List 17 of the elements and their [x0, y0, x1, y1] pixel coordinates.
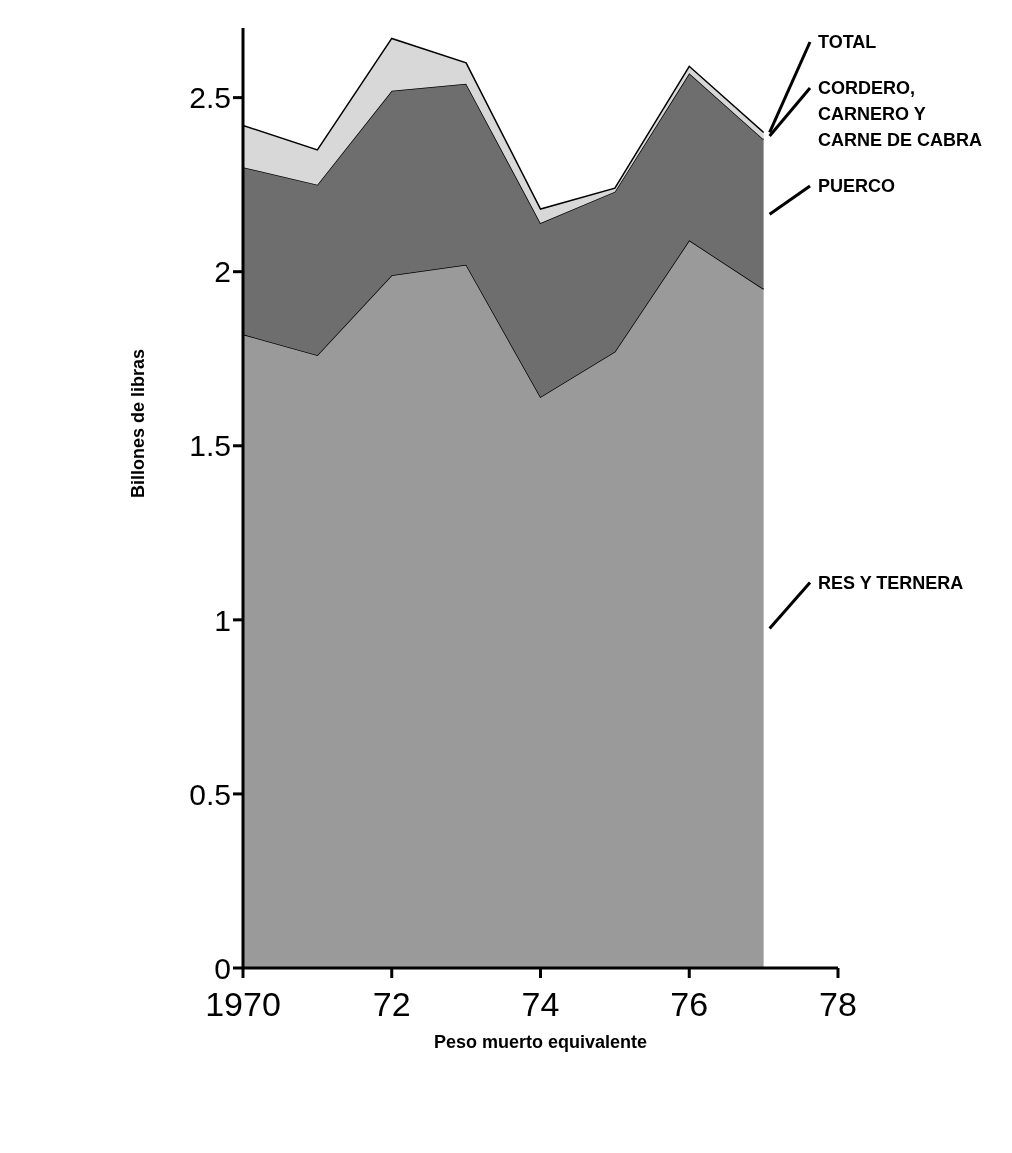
- x-axis-title: Peso muerto equivalente: [433, 1032, 648, 1052]
- y-tick-label: 1: [214, 603, 231, 637]
- text: CORDERO, CARNERO Y CARNE DE CABRA: [818, 78, 983, 150]
- y-tick-label: 0.5: [189, 777, 231, 811]
- text: RES Y TERNERA: [818, 572, 964, 593]
- y-tick-label: 2: [214, 255, 231, 289]
- annotation: TOTAL: [818, 32, 877, 52]
- x-tick-label: 72: [372, 985, 411, 1024]
- text: PUERCO: [818, 176, 896, 196]
- x-tick-label: 74: [521, 985, 560, 1024]
- x-tick-label: 76: [670, 985, 709, 1024]
- y-axis-title: Billones de libras: [128, 348, 149, 498]
- y-tick-label: 1.5: [189, 429, 231, 463]
- x-tick-label: 78: [819, 985, 857, 1024]
- y-tick-label: 2.5: [189, 81, 231, 115]
- y-tick-label: 0: [214, 951, 231, 985]
- x-tick-label: 1970: [205, 985, 281, 1024]
